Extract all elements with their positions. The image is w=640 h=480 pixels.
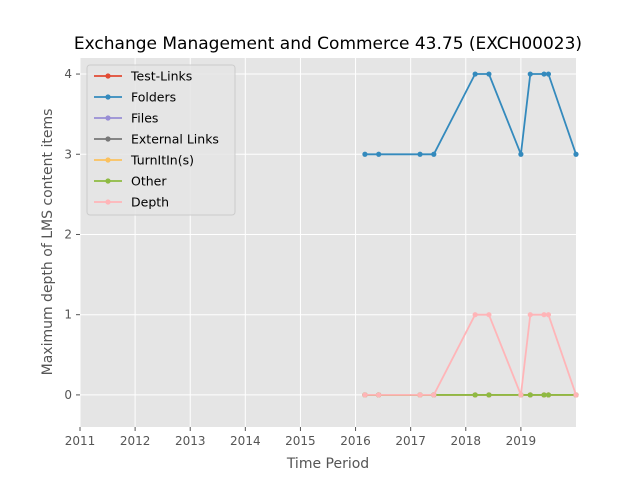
data-point-folders <box>431 151 437 157</box>
legend-marker <box>105 115 111 121</box>
y-axis-label: Maximum depth of LMS content items <box>40 109 56 376</box>
legend-marker <box>105 136 111 142</box>
data-point-folders <box>376 151 382 157</box>
legend-label: Files <box>131 111 158 126</box>
legend-box <box>86 64 236 216</box>
x-tick-label: 2015 <box>285 434 316 448</box>
data-point-folders <box>518 151 524 157</box>
legend-marker <box>105 73 111 79</box>
data-point-other <box>545 392 552 398</box>
legend-marker <box>105 199 111 205</box>
legend-label: Test-Links <box>130 69 192 84</box>
data-point-other <box>527 392 533 398</box>
x-tick-label: 2019 <box>506 434 537 448</box>
data-point-depth <box>518 392 524 398</box>
legend-label: TurnItIn(s) <box>130 153 194 168</box>
legend-label: Other <box>131 174 167 189</box>
legend-marker <box>105 157 111 163</box>
data-point-depth <box>472 312 478 318</box>
x-tick-label: 2017 <box>395 434 426 448</box>
legend: Test-Links Folders Files External Links Turn… <box>86 64 236 216</box>
data-point-depth <box>362 392 368 398</box>
data-point-depth <box>376 392 382 398</box>
data-point-other <box>541 392 547 398</box>
data-point-depth <box>431 392 437 398</box>
x-tick-label: 2013 <box>175 434 206 448</box>
x-tick-label: 2016 <box>340 434 371 448</box>
y-tick-label: 1 <box>64 308 72 322</box>
data-point-folders <box>541 71 547 77</box>
legend-label: Folders <box>131 90 176 105</box>
data-point-depth <box>486 312 492 318</box>
legend-marker <box>105 94 111 100</box>
x-tick-label: 2011 <box>65 434 96 448</box>
x-tick-label: 2012 <box>120 434 151 448</box>
legend-item: Other <box>94 174 167 189</box>
data-point-depth <box>417 392 423 398</box>
series-folders <box>362 71 579 157</box>
data-point-depth <box>573 392 579 398</box>
legend-item: Test-Links <box>94 69 192 84</box>
x-axis-label: Time Period <box>286 456 369 472</box>
legend-item: External Links <box>94 132 219 147</box>
legend-label: External Links <box>131 132 219 147</box>
data-point-folders <box>545 71 552 77</box>
data-point-other <box>472 392 478 398</box>
legend-item: Folders <box>94 90 176 105</box>
y-tick-label: 2 <box>64 227 72 241</box>
series-depth <box>362 312 579 398</box>
x-axis-ticks: 2011 2012 2013 2014 2015 2016 2017 2018 2019 <box>65 427 536 448</box>
y-tick-label: 0 <box>64 388 72 402</box>
chart-title: Exchange Management and Commerce 43.75 (… <box>74 34 582 54</box>
data-point-folders <box>573 151 579 157</box>
y-tick-label: 3 <box>64 147 72 161</box>
x-tick-label: 2014 <box>230 434 261 448</box>
legend-item: TurnItIn(s) <box>94 153 194 168</box>
data-point-folders <box>362 151 368 157</box>
data-point-folders <box>417 151 423 157</box>
legend-marker <box>105 178 111 184</box>
data-point-other <box>486 392 492 398</box>
data-point-depth <box>541 312 547 318</box>
data-point-depth <box>527 312 533 318</box>
x-tick-label: 2018 <box>451 434 482 448</box>
data-point-folders <box>472 71 478 77</box>
data-point-depth <box>545 312 552 318</box>
data-point-folders <box>486 71 492 77</box>
data-point-folders <box>527 71 533 77</box>
legend-label: Depth <box>131 195 169 210</box>
y-tick-label: 4 <box>64 67 72 81</box>
series-lines <box>362 71 579 398</box>
y-axis-ticks: 0 1 2 3 4 <box>64 67 80 402</box>
legend-item: Files <box>94 111 158 126</box>
legend-item: Depth <box>94 195 169 210</box>
